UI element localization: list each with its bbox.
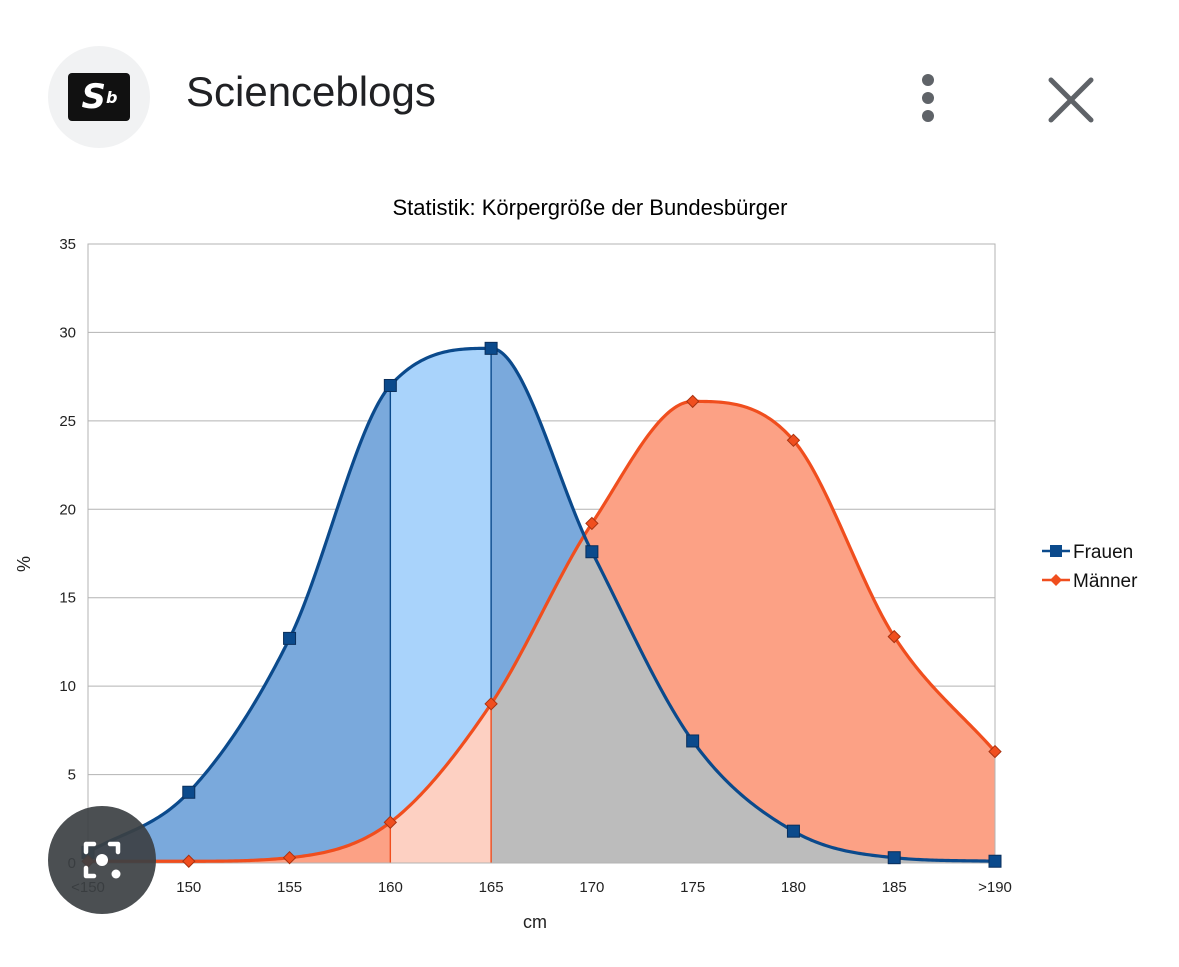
logo-superscript: b <box>106 87 117 107</box>
maenner-point <box>383 815 398 830</box>
chart-container: Statistik: Körpergröße der Bundesbürger … <box>0 180 1179 962</box>
y-tick-label: 25 <box>59 413 76 430</box>
y-tick-label: 5 <box>68 767 76 784</box>
maenner-line <box>88 399 997 863</box>
legend-label: Frauen <box>1073 542 1133 563</box>
more-vert-icon <box>922 74 934 122</box>
frauen-point <box>182 785 196 799</box>
x-tick-label: 165 <box>479 879 504 896</box>
maenner-point <box>484 697 498 711</box>
y-tick-label: 10 <box>59 678 76 695</box>
frauen-point <box>283 631 297 645</box>
frauen-area <box>88 348 995 863</box>
chart-legend: Frauen Männer <box>1042 542 1138 592</box>
lighter-frauen-highlight-area <box>390 348 492 863</box>
frauen-point <box>786 824 800 838</box>
visual-search-button[interactable] <box>48 806 156 914</box>
x-tick-label: >190 <box>978 879 1012 896</box>
frauen-point <box>383 378 397 392</box>
legend-label: Männer <box>1073 571 1138 592</box>
overlap-area <box>491 536 995 863</box>
height-distribution-chart: Statistik: Körpergröße der Bundesbürger … <box>14 195 1138 932</box>
logo-letter: S <box>81 77 106 117</box>
y-tick-label: 30 <box>59 324 76 341</box>
more-options-button[interactable] <box>908 68 948 128</box>
chart-title: Statistik: Körpergröße der Bundesbürger <box>393 195 788 220</box>
highlight-boundary-lines <box>389 348 492 863</box>
x-tick-label: 180 <box>781 879 806 896</box>
x-tick-label: 150 <box>176 879 201 896</box>
x-tick-label: 175 <box>680 879 705 896</box>
legend-diamond-marker <box>1050 574 1062 586</box>
frauen-point <box>484 341 498 355</box>
x-tick-label: 160 <box>378 879 403 896</box>
frauen-point <box>988 854 1002 868</box>
lighter-maenner-highlight-area <box>390 703 492 863</box>
frauen-point <box>686 734 700 748</box>
frauen-line <box>87 346 996 863</box>
app-title: Scienceblogs <box>186 68 436 115</box>
x-axis-tick-labels: <150150155160165170175180185>190 <box>71 879 1012 896</box>
frauen-point <box>887 851 901 865</box>
maenner-point <box>786 433 801 448</box>
close-button[interactable] <box>1040 70 1102 130</box>
legend-square-marker <box>1050 545 1062 557</box>
y-tick-label: 15 <box>59 590 76 607</box>
frauen-point <box>585 545 599 559</box>
plot-frame <box>87 243 996 864</box>
x-tick-label: 170 <box>579 879 604 896</box>
maenner-point <box>685 394 700 409</box>
y-tick-label: 20 <box>59 501 76 518</box>
x-tick-label: 155 <box>277 879 302 896</box>
camera-search-icon <box>83 841 121 879</box>
x-tick-label: 185 <box>882 879 907 896</box>
maenner-point <box>988 744 1002 759</box>
x-axis-label: cm <box>523 912 547 932</box>
y-axis-label: % <box>14 556 34 572</box>
maenner-point <box>585 516 599 531</box>
y-tick-label: 35 <box>59 236 76 253</box>
close-icon <box>1048 77 1094 123</box>
maenner-point <box>282 850 297 865</box>
y-axis-tick-labels: 05101520253035 <box>59 236 76 872</box>
maenner-point <box>182 854 196 868</box>
maenner-point <box>887 629 901 644</box>
